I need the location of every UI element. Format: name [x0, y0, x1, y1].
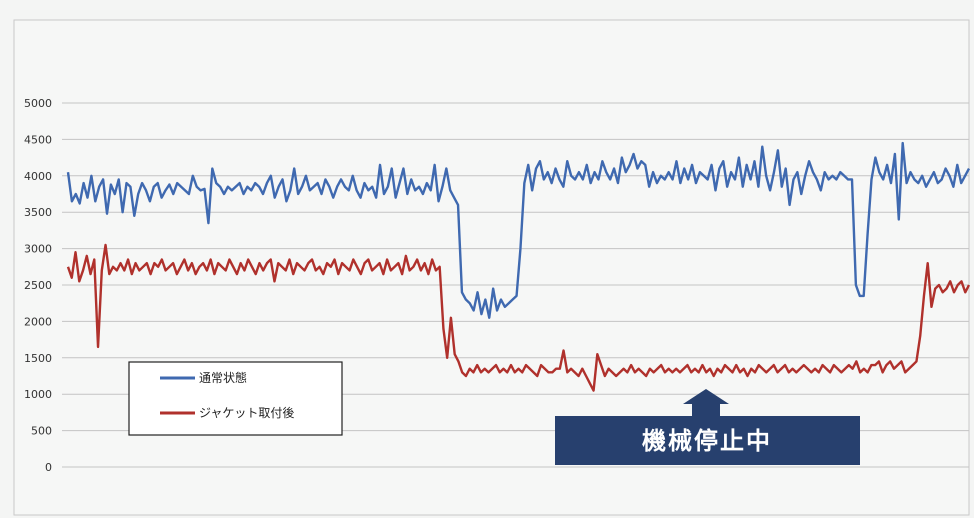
y-tick-label: 3500	[24, 206, 52, 219]
legend-label-series-1: 通常状態	[199, 370, 247, 385]
y-tick-label: 1500	[24, 352, 52, 365]
callout-box	[555, 416, 860, 465]
series-lines	[66, 141, 971, 392]
legend: 通常状態 ジャケット取付後	[128, 361, 343, 436]
legend-label-series-2: ジャケット取付後	[199, 406, 294, 420]
stop-callout: 機械停止中	[555, 389, 860, 465]
y-tick-label: 3000	[24, 243, 52, 256]
y-tick-label: 4000	[24, 170, 52, 183]
callout-label: 機械停止中	[642, 427, 772, 455]
y-tick-label: 2000	[24, 315, 52, 328]
y-tick-label: 2500	[24, 279, 52, 292]
series-line-2	[66, 243, 971, 392]
y-tick-label: 5000	[24, 97, 52, 110]
y-tick-label: 1000	[24, 388, 52, 401]
callout-arrow-icon	[683, 389, 729, 416]
y-tick-label: 500	[31, 425, 52, 438]
series-line-1	[66, 141, 971, 319]
legend-box	[128, 361, 343, 436]
y-tick-label: 0	[45, 461, 52, 474]
y-axis-tick-labels: 0 500 1000 1500 2000 2500 3000 3500 4000 4500 5000	[24, 97, 52, 474]
y-tick-label: 4500	[24, 133, 52, 146]
